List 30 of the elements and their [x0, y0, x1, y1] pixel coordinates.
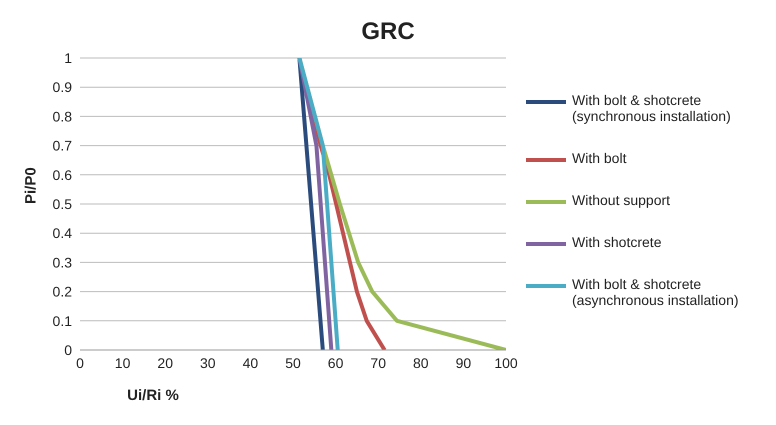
- y-tick-label: 0.6: [52, 166, 72, 183]
- x-tick-label: 20: [157, 354, 174, 371]
- x-tick-label: 90: [456, 354, 472, 371]
- legend-label: With bolt & shotcrete (asynchronous installation): [572, 276, 740, 308]
- chart-title: GRC: [360, 18, 416, 46]
- legend-label: With bolt & shotcrete (synchronous installation): [572, 92, 732, 124]
- x-tick-label: 80: [413, 354, 429, 371]
- y-tick-label: 0.4: [52, 225, 72, 242]
- legend-label: With shotcrete: [572, 234, 662, 250]
- x-tick-label: 60: [328, 354, 344, 371]
- y-tick-label: 0.2: [52, 284, 72, 300]
- x-tick-label: 40: [242, 354, 258, 371]
- y-tick-label: 1: [64, 50, 72, 66]
- y-tick-label: 0.1: [52, 312, 72, 329]
- y-axis-title: Pi/P0: [22, 167, 40, 204]
- x-tick-label: 0: [76, 354, 84, 371]
- x-tick-label: 50: [285, 354, 301, 371]
- x-tick-label: 10: [114, 354, 131, 371]
- legend-label: With bolt: [572, 150, 626, 166]
- y-tick-label: 0.3: [52, 254, 72, 270]
- y-tick-label: 0.5: [52, 196, 72, 212]
- y-tick-label: 0.8: [52, 108, 72, 124]
- y-tick-label: 0.9: [52, 79, 72, 96]
- x-axis-title: Ui/Ri %: [127, 387, 179, 404]
- x-tick-label: 70: [370, 354, 386, 371]
- y-tick-label: 0.7: [52, 138, 72, 154]
- legend-label: Without support: [572, 192, 670, 208]
- x-tick-label: 30: [200, 354, 216, 371]
- x-tick-label: 100: [494, 354, 518, 371]
- y-tick-label: 0: [64, 342, 72, 358]
